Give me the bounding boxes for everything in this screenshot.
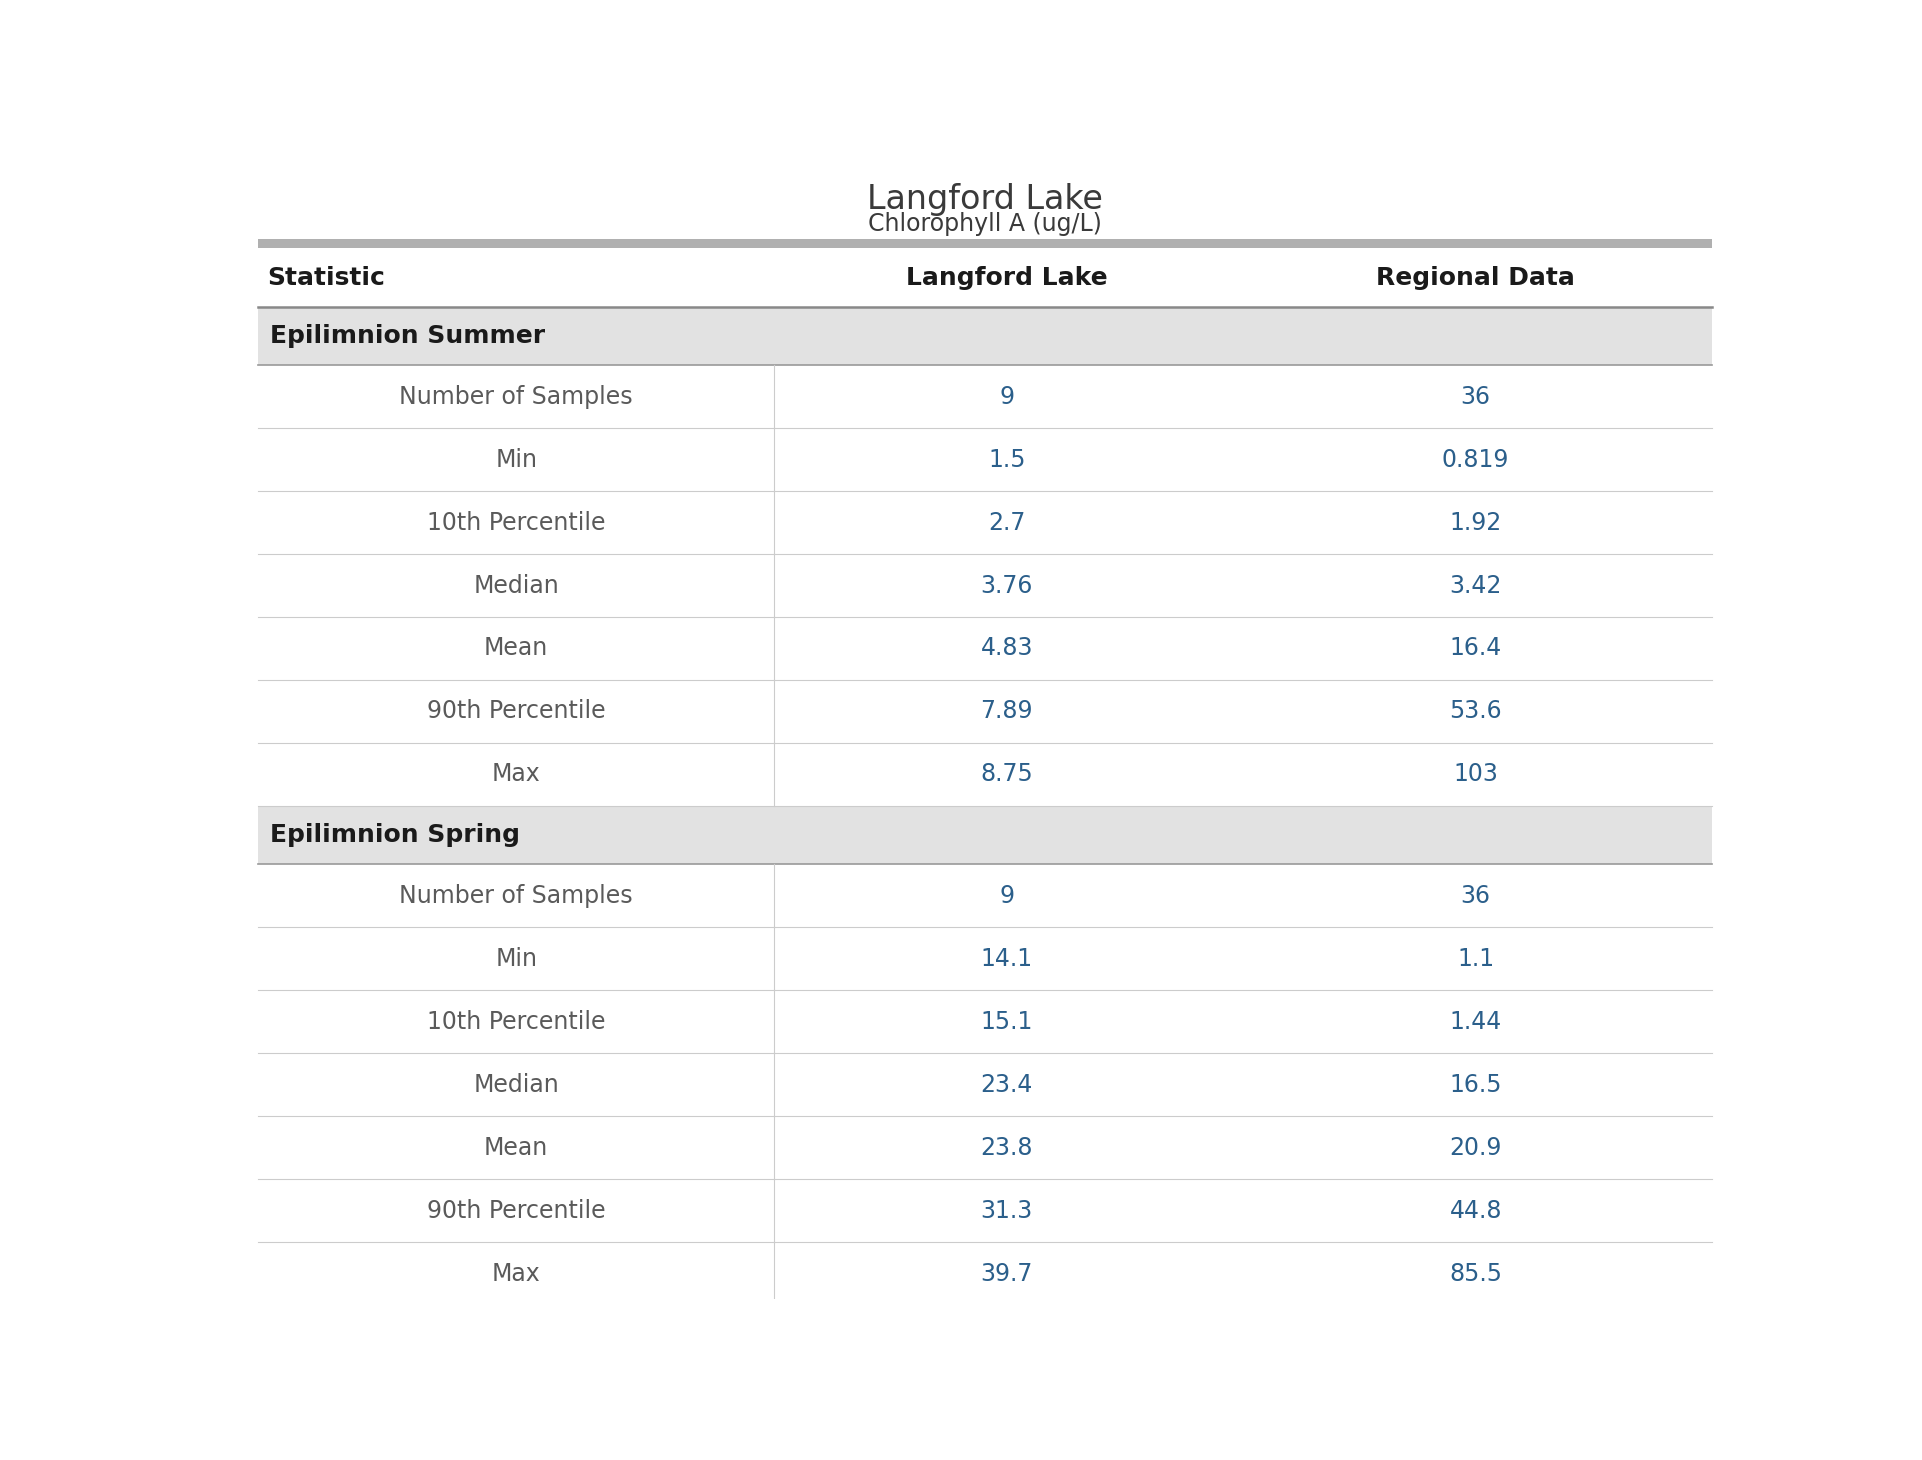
Text: 1.92: 1.92 <box>1449 511 1501 534</box>
Text: Langford Lake: Langford Lake <box>867 184 1103 216</box>
Text: 3.76: 3.76 <box>980 574 1032 597</box>
Bar <box>258 1115 1713 1180</box>
Bar <box>258 239 1713 248</box>
Bar <box>258 927 1713 990</box>
Text: 36: 36 <box>1461 384 1491 409</box>
Bar <box>258 307 1713 365</box>
Text: Regional Data: Regional Data <box>1376 266 1576 289</box>
Bar <box>258 618 1713 680</box>
Text: Min: Min <box>496 448 536 472</box>
Bar <box>258 491 1713 553</box>
Text: 36: 36 <box>1461 883 1491 908</box>
Text: Epilimnion Spring: Epilimnion Spring <box>269 823 521 847</box>
Text: Epilimnion Summer: Epilimnion Summer <box>269 324 546 347</box>
Text: 7.89: 7.89 <box>980 699 1034 724</box>
Text: 1.44: 1.44 <box>1449 1010 1501 1034</box>
Text: Median: Median <box>473 574 559 597</box>
Text: Number of Samples: Number of Samples <box>400 883 632 908</box>
Text: Median: Median <box>473 1073 559 1096</box>
Text: 39.7: 39.7 <box>980 1261 1032 1286</box>
Text: 3.42: 3.42 <box>1449 574 1501 597</box>
Text: Max: Max <box>492 1261 540 1286</box>
Text: 15.1: 15.1 <box>980 1010 1032 1034</box>
Bar <box>258 1180 1713 1242</box>
Text: 1.1: 1.1 <box>1457 946 1493 971</box>
Text: 0.819: 0.819 <box>1442 448 1509 472</box>
Text: 90th Percentile: 90th Percentile <box>427 699 605 724</box>
Text: 31.3: 31.3 <box>980 1199 1032 1222</box>
Text: 23.4: 23.4 <box>980 1073 1032 1096</box>
Text: 9: 9 <box>999 883 1015 908</box>
Text: Min: Min <box>496 946 536 971</box>
Bar <box>258 1053 1713 1115</box>
Text: 10th Percentile: 10th Percentile <box>427 511 605 534</box>
Bar <box>258 864 1713 927</box>
Bar <box>258 428 1713 491</box>
Bar <box>258 990 1713 1053</box>
Text: Number of Samples: Number of Samples <box>400 384 632 409</box>
Bar <box>258 743 1713 806</box>
Text: 53.6: 53.6 <box>1449 699 1501 724</box>
Text: 20.9: 20.9 <box>1449 1136 1501 1159</box>
Text: 16.4: 16.4 <box>1449 637 1501 660</box>
Text: 2.7: 2.7 <box>988 511 1026 534</box>
Text: Mean: Mean <box>484 637 548 660</box>
Text: 103: 103 <box>1453 762 1497 787</box>
Bar <box>258 553 1713 618</box>
Text: 8.75: 8.75 <box>980 762 1034 787</box>
Text: 9: 9 <box>999 384 1015 409</box>
Text: Mean: Mean <box>484 1136 548 1159</box>
Bar <box>258 365 1713 428</box>
Text: Statistic: Statistic <box>267 266 384 289</box>
Text: Max: Max <box>492 762 540 787</box>
Text: 23.8: 23.8 <box>980 1136 1034 1159</box>
Text: 4.83: 4.83 <box>980 637 1034 660</box>
Text: 16.5: 16.5 <box>1449 1073 1501 1096</box>
Text: Langford Lake: Langford Lake <box>905 266 1107 289</box>
Text: Chlorophyll A (ug/L): Chlorophyll A (ug/L) <box>869 212 1101 235</box>
Bar <box>258 248 1713 307</box>
Bar <box>258 806 1713 864</box>
Text: 44.8: 44.8 <box>1449 1199 1501 1222</box>
Text: 14.1: 14.1 <box>980 946 1032 971</box>
Text: 10th Percentile: 10th Percentile <box>427 1010 605 1034</box>
Text: 90th Percentile: 90th Percentile <box>427 1199 605 1222</box>
Bar <box>258 1242 1713 1305</box>
Bar <box>258 680 1713 743</box>
Text: 1.5: 1.5 <box>988 448 1026 472</box>
Text: 85.5: 85.5 <box>1449 1261 1503 1286</box>
